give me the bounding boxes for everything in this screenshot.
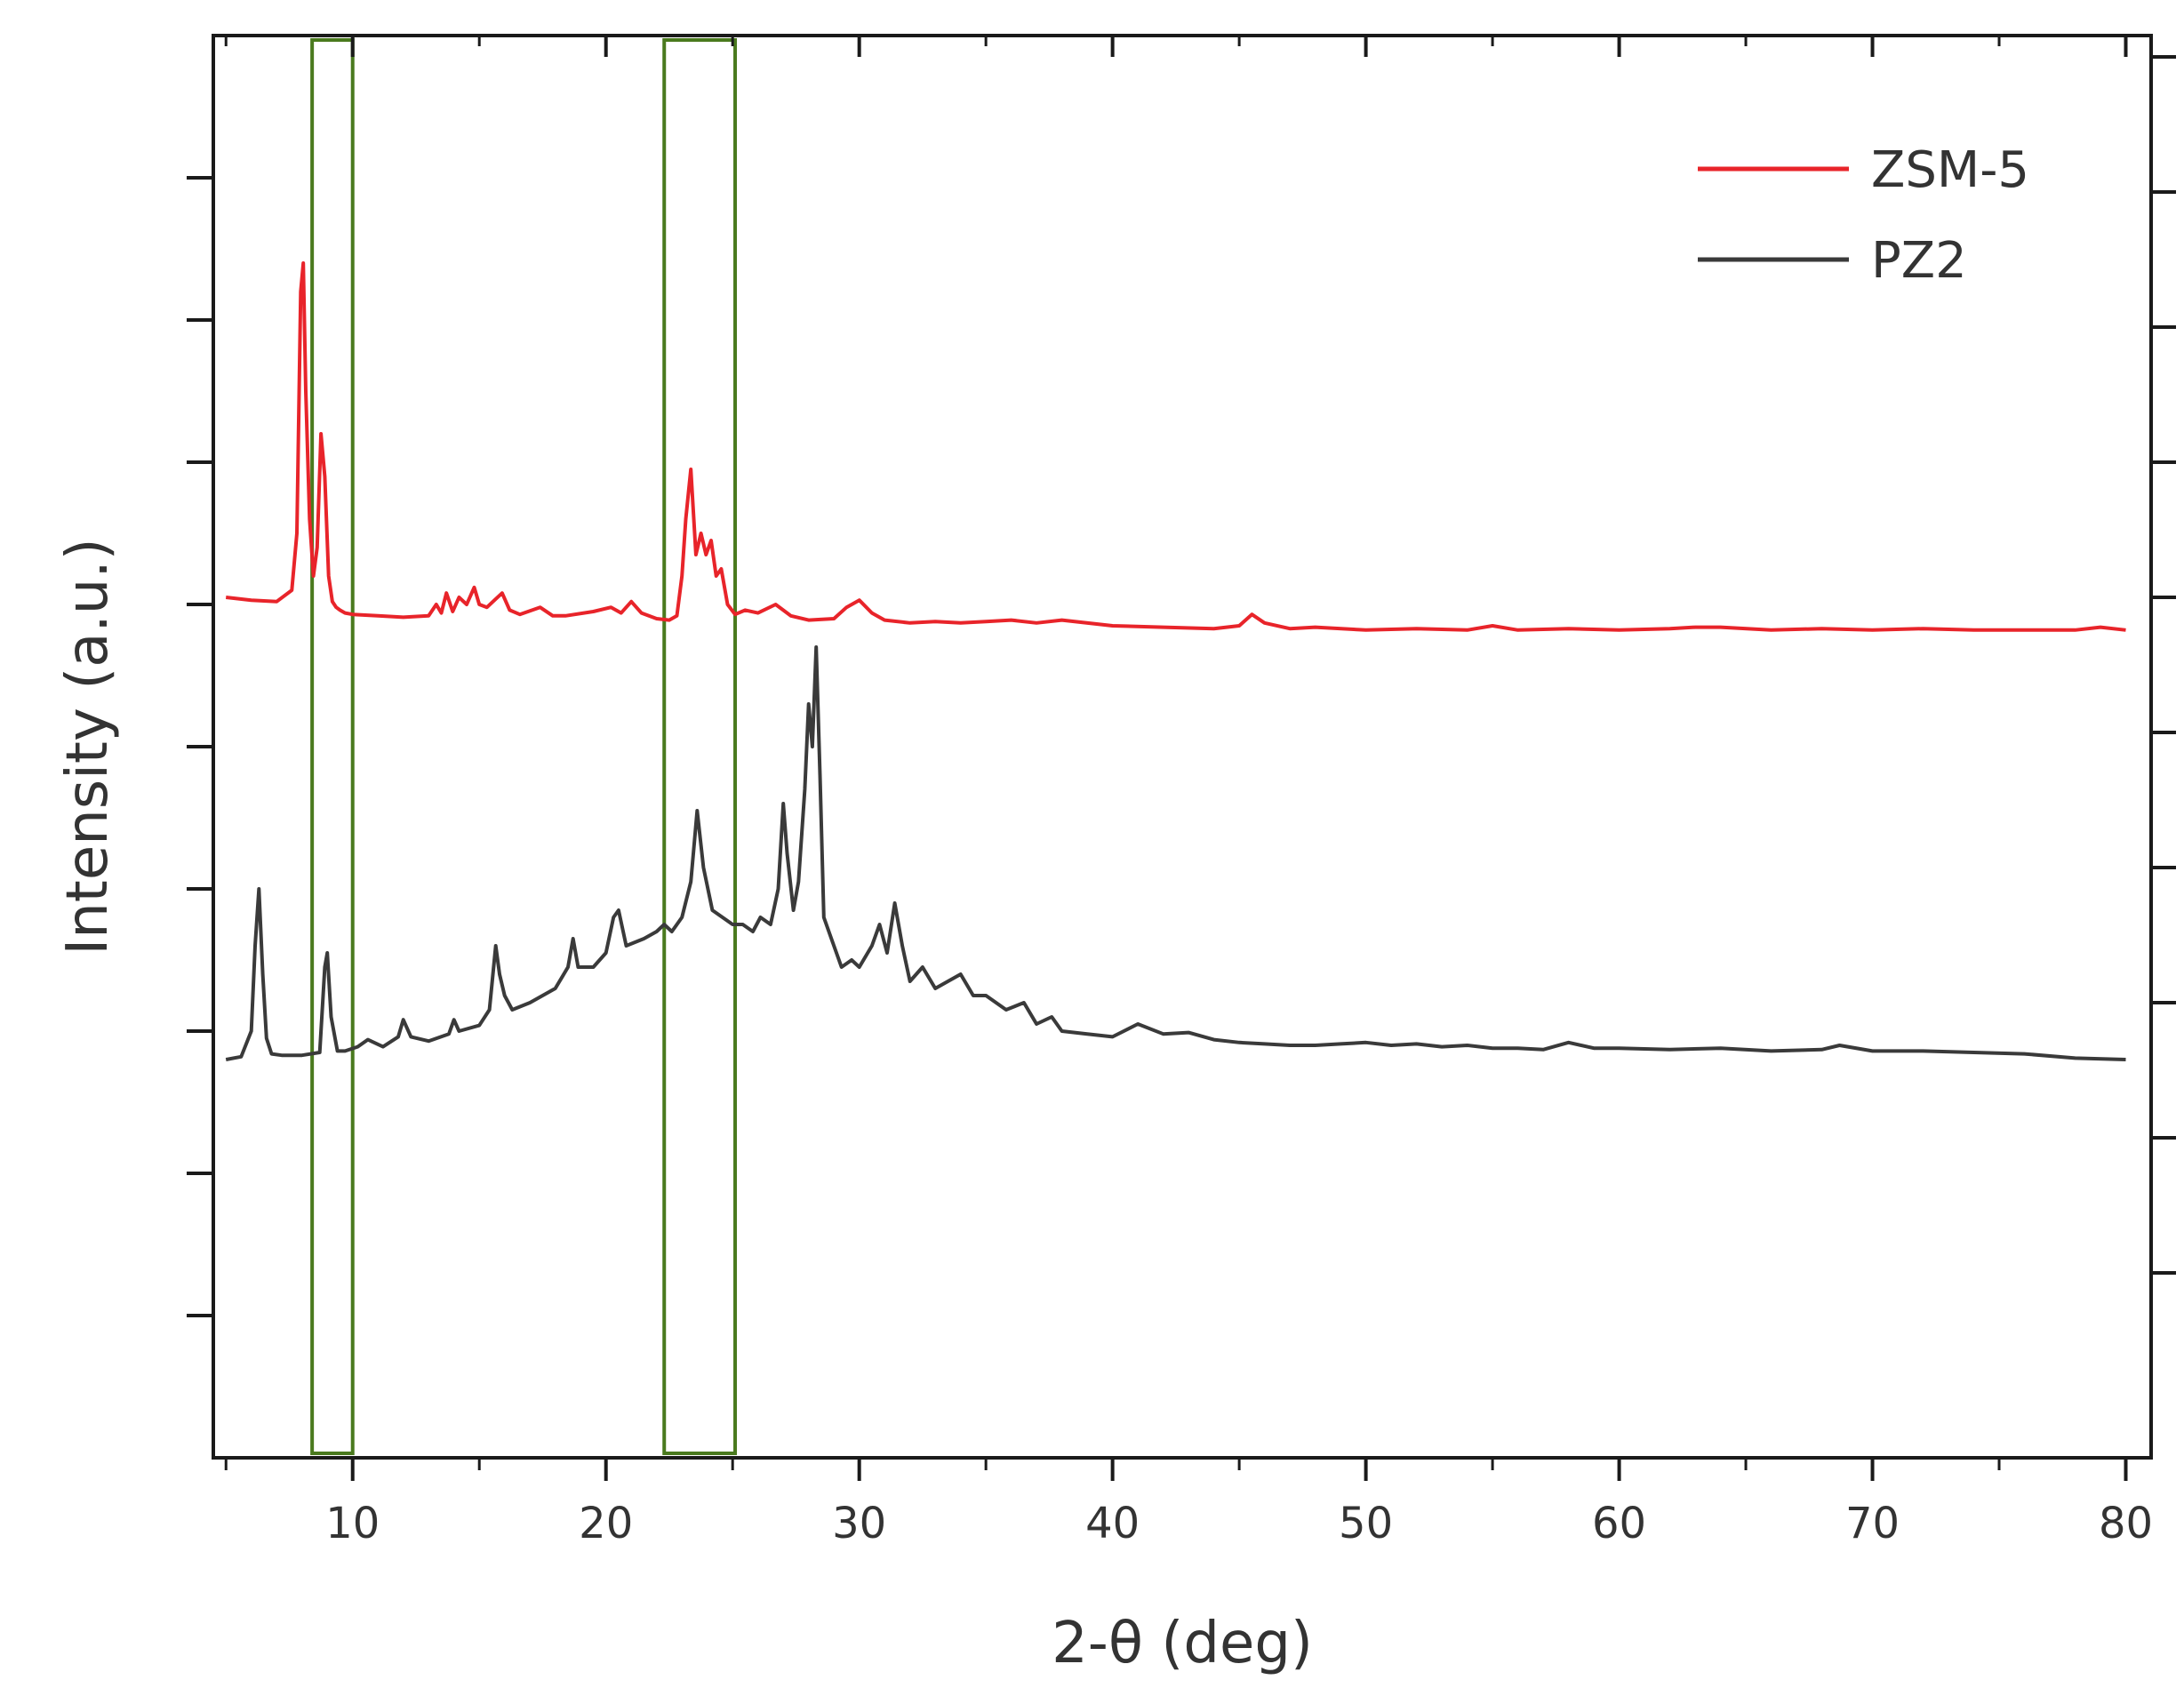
x-axis-label: 2-θ (deg) [1052,1611,1313,1676]
x-tick-label: 60 [1592,1499,1646,1548]
x-tick-label: 50 [1339,1499,1393,1548]
x-tick-label: 20 [579,1499,633,1548]
x-axis-ticks: 10 20 30 40 50 60 70 80 [224,36,2153,1548]
series-line-pz2 [225,645,2126,1061]
y-axis-label: Intensity (a.u.) [55,538,121,955]
x-tick-label: 30 [832,1499,886,1548]
highlight-regions [310,38,738,1455]
series-group [225,261,2126,1061]
x-tick-label: 70 [1845,1499,1900,1548]
highlight-box-2 [662,38,738,1455]
x-tick-label: 80 [2099,1499,2153,1548]
legend-label-pz2: PZ2 [1871,232,1967,290]
legend: ZSM-5 PZ2 [1698,141,2029,290]
x-tick-label: 10 [325,1499,380,1548]
legend-label-zsm5: ZSM-5 [1871,141,2029,199]
x-tick-label: 40 [1085,1499,1140,1548]
y-axis-ticks [187,55,2176,1317]
highlight-box-1 [310,38,355,1455]
series-line-zsm5 [225,261,2126,632]
plot-frame [212,34,2153,1460]
